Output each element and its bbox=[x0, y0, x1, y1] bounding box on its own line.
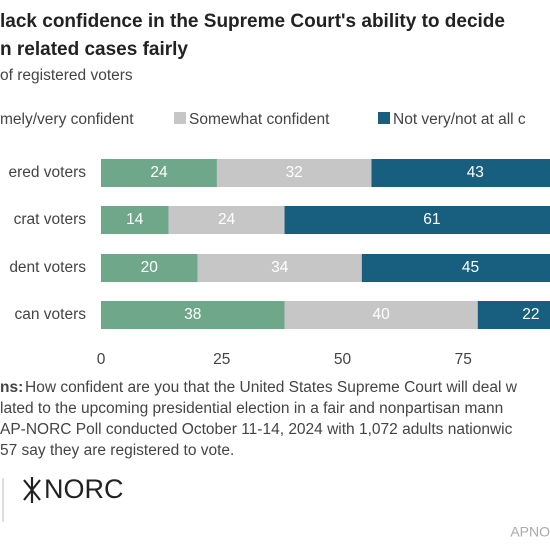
x-tick-label: 25 bbox=[213, 351, 230, 368]
bar-segment bbox=[197, 254, 362, 282]
bar-segment bbox=[371, 159, 550, 187]
value-label: 32 bbox=[286, 164, 303, 181]
value-label: 45 bbox=[462, 259, 479, 276]
note-line: How confident are you that the United St… bbox=[25, 379, 518, 396]
category-label: crat voters bbox=[14, 211, 87, 228]
category-label: ered voters bbox=[8, 164, 86, 181]
bar-segment bbox=[101, 206, 169, 234]
bar-segment bbox=[101, 254, 198, 282]
legend-label: Not very/not at all c bbox=[393, 111, 526, 128]
bar-segment bbox=[284, 301, 478, 329]
chart-title: lack confidence in the Supreme Court's a… bbox=[0, 11, 505, 32]
note-line: 57 say they are registered to vote. bbox=[0, 442, 234, 459]
bar-segment bbox=[101, 301, 285, 329]
bar-segment bbox=[101, 159, 217, 187]
value-label: 34 bbox=[271, 259, 289, 276]
bar-segment bbox=[477, 301, 550, 329]
legend-label: Somewhat confident bbox=[189, 111, 330, 128]
x-tick-label: 50 bbox=[334, 351, 352, 368]
note-line: lated to the upcoming presidential elect… bbox=[0, 400, 503, 417]
x-tick-label: 0 bbox=[97, 351, 106, 368]
logo-icon bbox=[23, 477, 41, 503]
note-line: AP-NORC Poll conducted October 11-14, 20… bbox=[0, 421, 513, 438]
bar-segment bbox=[168, 206, 285, 234]
bar-segment bbox=[361, 254, 550, 282]
value-label: 40 bbox=[373, 306, 391, 323]
subtitle: of registered voters bbox=[0, 67, 133, 84]
logo: NORC bbox=[44, 474, 124, 504]
value-label: 38 bbox=[184, 306, 201, 323]
value-label: 14 bbox=[126, 211, 144, 228]
x-tick-label: 75 bbox=[455, 351, 472, 368]
bar-segment bbox=[216, 159, 372, 187]
bar-segment bbox=[284, 206, 550, 234]
legend-swatch bbox=[378, 112, 390, 124]
value-label: 61 bbox=[423, 211, 440, 228]
value-label: 20 bbox=[141, 259, 159, 276]
legend-swatch bbox=[174, 112, 186, 124]
category-label: dent voters bbox=[9, 259, 86, 276]
notes-label: ns: bbox=[0, 379, 23, 396]
category-label: can voters bbox=[14, 306, 86, 323]
value-label: 43 bbox=[467, 164, 484, 181]
value-label: 22 bbox=[522, 306, 539, 323]
legend-label: mely/very confident bbox=[0, 111, 134, 128]
value-label: 24 bbox=[218, 211, 236, 228]
chart-title: n related cases fairly bbox=[0, 39, 188, 60]
credit: APNO bbox=[510, 524, 550, 540]
value-label: 24 bbox=[150, 164, 168, 181]
